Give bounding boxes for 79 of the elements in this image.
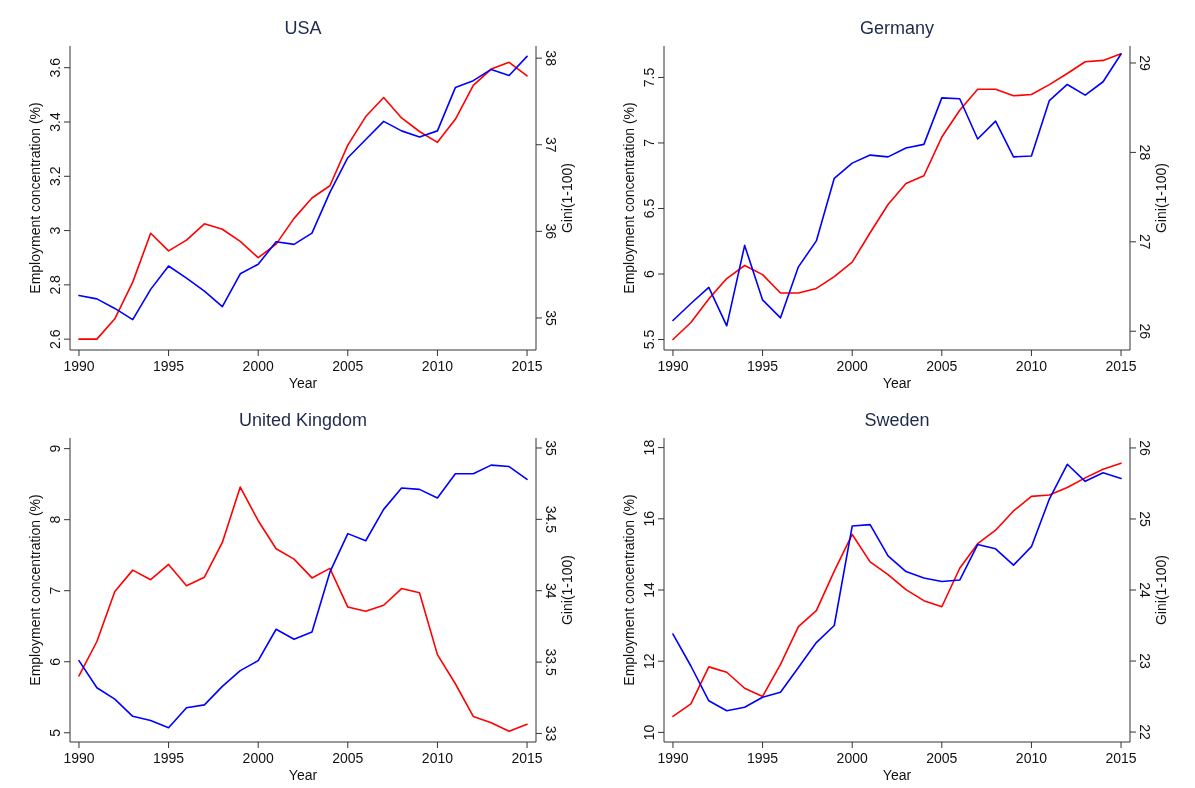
- y-axis-title: Employment concentration (%): [621, 494, 637, 686]
- y2-tick-label: 28: [1137, 144, 1153, 161]
- y2-tick-label: 25: [1137, 511, 1153, 527]
- x-tick-label: 2015: [511, 358, 543, 374]
- y-tick-label: 12: [641, 653, 657, 669]
- y2-tick-label: 33.5: [543, 648, 559, 676]
- y-tick-label: 14: [641, 582, 657, 598]
- x-tick-label: 2010: [1015, 358, 1048, 374]
- y-axis-title: Employment concentration (%): [621, 102, 637, 294]
- x-tick-label: 2000: [242, 750, 274, 766]
- y-tick-label: 7: [641, 138, 657, 147]
- y-tick-label: 7.5: [641, 67, 657, 88]
- y2-tick-label: 29: [1137, 55, 1153, 71]
- x-tick-label: 2005: [926, 750, 958, 766]
- y-tick-label: 5.5: [641, 329, 657, 350]
- x-axis-title: Year: [288, 375, 318, 391]
- chart-title: Sweden: [864, 410, 930, 430]
- y2-tick-label: 26: [1137, 323, 1153, 340]
- y2-tick-label: 35: [543, 310, 559, 326]
- x-tick-label: 1995: [747, 750, 779, 766]
- y-tick-label: 7: [47, 586, 63, 595]
- y-tick-label: 8: [47, 515, 63, 524]
- y-tick-label: 5: [47, 728, 63, 737]
- x-axis-title: Year: [288, 767, 318, 783]
- y-axis-title: Employment concentration (%): [27, 494, 43, 686]
- x-axis-title: Year: [882, 767, 912, 783]
- y-tick-label: 3.6: [47, 57, 63, 78]
- y2-tick-label: 26: [1137, 440, 1153, 456]
- y-tick-label: 6: [641, 269, 657, 278]
- y2-axis-title: Gini(1-100): [559, 554, 575, 626]
- y-tick-label: 3.4: [47, 112, 63, 132]
- x-tick-label: 1990: [657, 358, 689, 374]
- chart-title: Germany: [859, 18, 935, 38]
- y2-tick-label: 23: [1137, 653, 1153, 670]
- y2-axis-title: Gini(1-100): [559, 162, 575, 234]
- x-tick-label: 2000: [836, 750, 868, 766]
- x-tick-label: 1995: [747, 358, 779, 374]
- y-tick-label: 3: [47, 226, 63, 235]
- x-tick-label: 1990: [657, 750, 689, 766]
- x-tick-label: 2000: [836, 358, 868, 374]
- x-tick-label: 2005: [926, 358, 958, 374]
- y-tick-label: 3.2: [47, 166, 63, 187]
- x-tick-label: 2015: [1105, 750, 1137, 766]
- y-tick-label: 6.5: [641, 198, 657, 219]
- y2-tick-label: 33: [543, 725, 559, 742]
- y-axis-title: Employment concentration (%): [27, 102, 43, 294]
- y-tick-label: 16: [641, 510, 657, 527]
- x-tick-label: 2010: [421, 750, 454, 766]
- chart-title: United Kingdom: [238, 410, 368, 430]
- x-tick-label: 1995: [153, 358, 185, 374]
- y2-tick-label: 37: [543, 136, 559, 153]
- y2-tick-label: 35: [543, 440, 559, 456]
- y2-tick-label: 34: [543, 582, 559, 599]
- y-tick-label: 2.6: [47, 329, 63, 349]
- y2-tick-label: 27: [1137, 234, 1153, 250]
- y-tick-label: 6: [47, 657, 63, 666]
- y-tick-label: 2.8: [47, 274, 63, 295]
- y2-axis-title: Gini(1-100): [1153, 554, 1169, 626]
- x-tick-label: 2010: [421, 358, 454, 374]
- chart-title: USA: [284, 18, 322, 38]
- y2-axis-title: Gini(1-100): [1153, 162, 1169, 234]
- y2-tick-label: 36: [543, 223, 559, 240]
- x-tick-label: 1990: [63, 750, 95, 766]
- y-tick-label: 10: [641, 724, 657, 741]
- x-tick-label: 2010: [1015, 750, 1048, 766]
- y2-tick-label: 24: [1137, 582, 1153, 598]
- y2-tick-label: 34.5: [543, 505, 559, 534]
- y-tick-label: 9: [47, 444, 63, 453]
- y-tick-label: 18: [641, 439, 657, 456]
- x-tick-label: 1990: [63, 358, 95, 374]
- x-tick-label: 2005: [332, 358, 364, 374]
- y2-tick-label: 38: [543, 50, 559, 67]
- x-tick-label: 2015: [511, 750, 543, 766]
- x-tick-label: 2005: [332, 750, 364, 766]
- x-tick-label: 2015: [1105, 358, 1137, 374]
- y2-tick-label: 22: [1137, 724, 1153, 741]
- x-tick-label: 2000: [242, 358, 274, 374]
- x-axis-title: Year: [882, 375, 912, 391]
- x-tick-label: 1995: [153, 750, 185, 766]
